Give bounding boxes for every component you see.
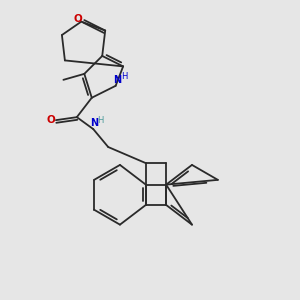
Text: N: N (113, 75, 121, 85)
Text: N: N (90, 118, 98, 128)
Text: O: O (74, 14, 82, 24)
Text: H: H (121, 72, 127, 81)
Text: H: H (98, 116, 104, 125)
Text: O: O (46, 115, 55, 125)
